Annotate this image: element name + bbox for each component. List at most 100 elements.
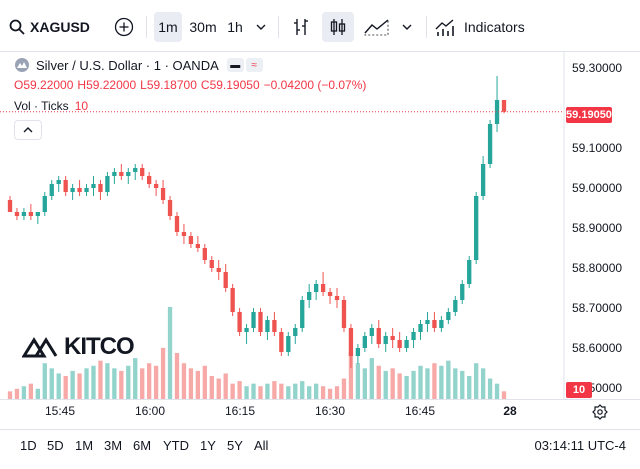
range-6m-button[interactable]: 6M	[133, 438, 152, 453]
candle	[105, 172, 110, 196]
candle	[383, 332, 388, 352]
candle-body	[63, 180, 68, 192]
candle-body	[126, 172, 131, 176]
candle	[258, 308, 263, 336]
bar-chart-type-button[interactable]	[286, 12, 316, 42]
high-label: H	[77, 78, 87, 92]
range-1m-button[interactable]: 1M	[75, 438, 94, 453]
chart-type-dropdown-button[interactable]	[396, 12, 418, 42]
candle-body	[279, 332, 284, 352]
candle-body	[244, 328, 249, 332]
volume-bar	[460, 370, 465, 399]
area-chart-type-button[interactable]	[360, 12, 394, 42]
volume-bar	[313, 383, 319, 399]
candle	[21, 208, 27, 220]
candle	[307, 284, 312, 308]
symbol-search-button[interactable]: XAGUSD	[8, 12, 100, 42]
volume-legend: Vol · Ticks 10	[14, 98, 88, 114]
candle	[181, 224, 187, 244]
candle-body	[119, 172, 124, 176]
candle	[42, 192, 47, 216]
candle-body	[313, 284, 319, 292]
volume-bar	[362, 368, 368, 399]
volume-bar	[348, 353, 354, 399]
candle-body	[439, 320, 444, 328]
time-axis[interactable]: 15:45 16:00 16:15 16:30 16:45 28	[0, 400, 640, 424]
candle-body	[300, 300, 305, 328]
volume-bar	[112, 368, 117, 399]
price-chart[interactable]	[0, 0, 640, 400]
volume-bar	[286, 386, 291, 399]
chevron-down-icon	[402, 24, 412, 30]
chevron-down-icon	[256, 24, 266, 30]
low-value: 59.18700	[146, 78, 197, 92]
chart-settings-gear-icon[interactable]	[592, 404, 608, 420]
candle	[35, 212, 40, 224]
close-value: 59.19050	[209, 78, 260, 92]
volume-bar	[21, 386, 27, 399]
minus-icon[interactable]: ▬	[226, 58, 244, 72]
volume-bar	[167, 307, 173, 399]
candles-chart-type-button[interactable]	[322, 12, 354, 42]
candle-body	[77, 188, 82, 192]
volume-bar	[383, 370, 388, 399]
volume-bar	[146, 363, 152, 399]
change-value: −0.04200 (−0.07%)	[263, 78, 367, 92]
toolbar-divider	[278, 16, 279, 38]
interval-1h-button[interactable]: 1h	[227, 19, 243, 35]
volume-bar	[501, 391, 507, 399]
price-axis[interactable]: 59.30000 59.10000 59.00000 58.90000 58.8…	[564, 52, 640, 400]
volume-bar	[480, 368, 486, 399]
candle-body	[216, 268, 221, 272]
candle	[397, 332, 402, 352]
range-all-button[interactable]: All	[254, 438, 269, 453]
candle	[265, 316, 270, 340]
candle	[425, 312, 430, 332]
volume-bar	[42, 363, 47, 399]
candle-body	[293, 328, 298, 336]
time-tick-date: 28	[503, 404, 517, 418]
candle-body	[181, 232, 187, 236]
candle-body	[453, 300, 458, 312]
compare-symbol-button[interactable]	[110, 12, 138, 42]
price-tick: 59.30000	[572, 61, 623, 75]
candle	[446, 308, 451, 324]
volume-bar	[209, 376, 214, 399]
interval-30m-button[interactable]: 30m	[189, 19, 217, 35]
volume-bar	[237, 381, 242, 399]
top-toolbar: XAGUSD 1m 30m 1h Indicators	[0, 0, 640, 52]
range-3m-button[interactable]: 3M	[104, 438, 123, 453]
candle	[279, 328, 284, 356]
symbol-description: Silver / U.S. Dollar · 1 · OANDA	[36, 57, 219, 73]
volume-bar	[341, 378, 347, 399]
candle	[480, 156, 486, 200]
open-label: O	[14, 78, 24, 92]
candle	[174, 212, 180, 236]
interval-1m-button[interactable]: 1m	[154, 12, 182, 42]
candle-body	[355, 348, 361, 356]
price-tick: 58.80000	[572, 261, 623, 275]
candle-body	[390, 336, 395, 340]
range-ytd-button[interactable]: YTD	[163, 438, 189, 453]
last-volume-badge: 10	[566, 382, 592, 398]
indicators-button[interactable]: Indicators	[434, 12, 534, 42]
candle	[390, 328, 395, 348]
range-5d-button[interactable]: 5D	[47, 438, 64, 453]
time-tick: 16:45	[404, 404, 436, 418]
timezone-clock[interactable]: 03:14:11 UTC-4	[534, 438, 626, 453]
low-label: L	[140, 78, 147, 92]
candle-body	[14, 212, 20, 216]
candle	[14, 208, 20, 220]
range-1y-button[interactable]: 1Y	[200, 438, 216, 453]
range-1d-button[interactable]: 1D	[20, 438, 37, 453]
collapse-legend-button[interactable]	[14, 120, 42, 140]
volume-bar	[390, 368, 395, 399]
candle	[140, 164, 145, 180]
volume-bar	[119, 370, 124, 399]
volume-bar	[63, 376, 68, 399]
toolbar-divider	[146, 16, 147, 38]
range-5y-button[interactable]: 5Y	[227, 438, 243, 453]
approx-icon[interactable]: ≈	[245, 58, 263, 72]
candle	[153, 180, 159, 196]
interval-dropdown-button[interactable]	[250, 12, 272, 42]
